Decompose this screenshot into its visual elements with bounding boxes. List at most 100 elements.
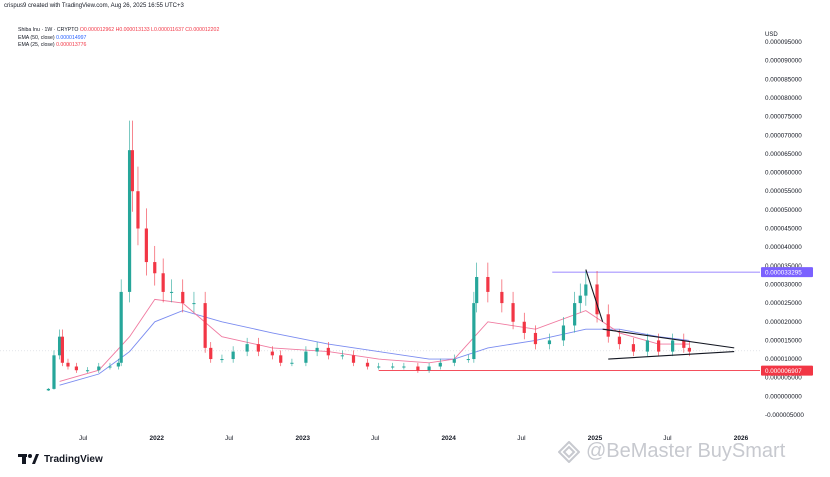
x-tick-label: Jul <box>79 435 88 442</box>
y-tick-label: 0.000050000 <box>765 207 802 214</box>
price-candle <box>631 344 636 352</box>
price-candle <box>365 362 370 367</box>
price-candle <box>136 191 140 229</box>
price-candle <box>245 344 249 352</box>
legend-ema25-label: EMA (25, close) <box>18 42 55 49</box>
price-candle <box>578 295 582 304</box>
y-tick-label: 0.000070000 <box>765 132 802 139</box>
price-candle <box>169 291 174 293</box>
ema50-line <box>59 310 690 386</box>
tradingview-logo-icon <box>18 454 39 464</box>
price-candle <box>52 355 56 389</box>
price-candle <box>486 276 490 292</box>
price-candle <box>561 325 566 341</box>
y-tick-label: 0.000080000 <box>765 95 802 102</box>
price-candle <box>511 303 515 322</box>
price-candle <box>161 273 165 292</box>
y-tick-label: 0.000085000 <box>765 76 802 83</box>
price-candle <box>533 332 538 345</box>
y-tick-label: 0.000060000 <box>765 170 802 177</box>
price-label-text: 0.000006907 <box>765 368 802 375</box>
price-candle <box>74 366 78 371</box>
price-label-text: 0.000033295 <box>765 270 802 277</box>
y-tick-label: 0.000005000 <box>765 375 802 382</box>
price-candle <box>682 340 686 348</box>
price-candle <box>617 336 622 345</box>
price-candle <box>657 340 661 352</box>
price-candle <box>340 355 344 357</box>
x-tick-label: Jul <box>517 435 526 442</box>
x-tick-label: 2024 <box>441 435 456 442</box>
price-candle <box>66 362 70 367</box>
legend-ema50-row[interactable]: EMA (50, close) 0.000014997 <box>18 35 219 43</box>
watermark: @BeMaster BuySmart <box>558 440 785 463</box>
x-tick-label: 2022 <box>150 435 165 442</box>
legend-ema50-label: EMA (50, close) <box>18 34 55 41</box>
y-tick-label: 0.000015000 <box>765 337 802 344</box>
x-tick-label: 2025 <box>588 435 603 442</box>
y-axis-title: USD <box>765 32 778 38</box>
y-tick-label: 0.000035000 <box>765 263 802 270</box>
tradingview-logo[interactable]: TradingView <box>18 453 103 465</box>
trendline <box>608 351 735 360</box>
watermark-text: @BeMaster BuySmart <box>586 440 786 462</box>
legend-symbol-row[interactable]: Shiba Inu · 1W · CRYPTO O0.000012962 H0.… <box>18 27 219 35</box>
y-tick-label: 0.000020000 <box>765 319 802 326</box>
price-candle <box>584 284 588 296</box>
legend-title: Shiba Inu · 1W · CRYPTO <box>18 27 79 33</box>
price-candle <box>606 314 610 337</box>
y-tick-label: 0.000095000 <box>765 39 802 46</box>
price-candle <box>645 340 650 352</box>
x-tick-label: Jul <box>663 435 672 442</box>
price-label-box <box>761 365 813 376</box>
y-tick-label: 0.000055000 <box>765 188 802 195</box>
price-candle <box>475 276 479 304</box>
trendline <box>602 328 735 349</box>
y-tick-label: 0.000090000 <box>765 58 802 65</box>
price-candle <box>290 362 294 364</box>
legend-ema25-row[interactable]: EMA (25, close) 0.000013776 <box>18 42 219 50</box>
legend-ema50-value: 0.000014997 <box>56 34 87 41</box>
price-candle <box>220 359 224 361</box>
price-candle <box>60 336 64 363</box>
legend-ohlc: O0.000012962 H0.000013133 L0.000011637 C… <box>79 27 220 33</box>
price-candle <box>85 370 90 372</box>
price-candle <box>181 291 185 304</box>
tradingview-logo-text: TradingView <box>44 453 103 465</box>
y-tick-label: -0.000005000 <box>765 412 804 419</box>
price-candle <box>304 351 308 363</box>
price-candle <box>153 262 157 274</box>
price-candle <box>438 362 442 367</box>
ema25-line <box>59 298 690 382</box>
y-tick-label: 0.000040000 <box>765 244 802 251</box>
price-candle <box>231 351 235 360</box>
credit-text: crispus9 created with TradingView.com, A… <box>4 3 184 9</box>
price-candle <box>671 340 675 352</box>
price-candle <box>573 303 577 326</box>
y-tick-label: 0.000025000 <box>765 300 802 307</box>
price-candle <box>687 347 692 352</box>
x-tick-label: Jul <box>225 435 234 442</box>
price-candle <box>192 303 196 305</box>
y-tick-label: 0.000000000 <box>765 393 802 400</box>
price-candle <box>427 366 431 371</box>
legend-ema25-value: 0.000013776 <box>56 42 87 49</box>
price-candle <box>595 284 599 315</box>
x-tick-label: Jul <box>371 435 380 442</box>
price-candle <box>377 366 381 368</box>
price-candle <box>46 388 50 391</box>
price-candle <box>472 303 476 360</box>
price-candle <box>130 150 134 192</box>
price-candle <box>256 344 260 352</box>
y-tick-label: 0.000075000 <box>765 114 802 121</box>
price-candle <box>315 347 319 352</box>
price-candle <box>326 347 330 356</box>
price-candle <box>402 366 406 368</box>
chart-legend: Shiba Inu · 1W · CRYPTO O0.000012962 H0.… <box>18 27 219 50</box>
y-tick-label: 0.000010000 <box>765 356 802 363</box>
price-candle <box>116 362 120 367</box>
x-tick-label: 2026 <box>734 435 749 442</box>
price-candle <box>108 366 112 368</box>
price-candle <box>279 355 283 363</box>
